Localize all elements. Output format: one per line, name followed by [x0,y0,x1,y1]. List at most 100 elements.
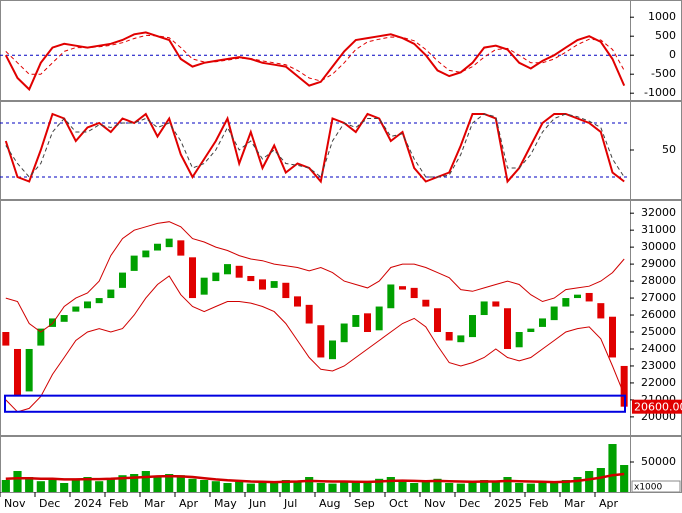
y-tick-label: 25000 [641,325,676,338]
panel-frame [0,200,682,436]
x-tick-label: Sep [354,497,375,510]
candle [352,315,360,327]
candle [165,238,173,248]
x-tick-label: Mar [144,497,165,510]
candle [504,308,511,349]
candle [574,294,581,299]
volume-bar [235,481,244,492]
x-tick-label: Dec [39,497,60,510]
volume-bar [118,475,127,492]
volume-bar [153,477,162,492]
series-line [5,34,625,82]
candle [539,318,546,327]
candle [329,340,336,360]
candle [177,240,185,256]
y-tick-label: 26000 [641,308,676,321]
y-tick-label: 23000 [641,359,676,372]
x-tick-label: Nov [4,497,26,510]
volume-bar [480,480,489,492]
volume-bar [445,483,454,492]
candle [375,306,383,331]
volume-bar [398,480,407,492]
x-tick-label: Dec [459,497,480,510]
y-tick-label: -500 [651,67,676,80]
series-line [4,31,626,92]
candle [597,303,605,319]
volume-bar [130,474,139,492]
x-tick-label: Oct [389,497,409,510]
candle [469,315,476,338]
volume-bar [561,480,570,492]
series-line [5,275,625,413]
last-price-label: 20600.00 [634,401,682,414]
x-tick-label: Jul [283,497,297,510]
x-tick-label: Jun [248,497,266,510]
volume-bar [71,480,80,492]
volume-bar [550,483,559,492]
y-tick-label: 22000 [641,376,676,389]
candle [270,281,278,288]
unit-label: x1000 [634,483,663,493]
candle [154,243,161,251]
series-line [4,112,625,184]
volume-bar [223,483,232,492]
candle [37,328,45,346]
highlight-box [4,394,626,413]
volume-bar [526,483,535,492]
candle [107,289,115,299]
y-tick-label: 24000 [641,342,676,355]
candle [410,287,418,299]
candle [212,272,220,282]
volume-bar [106,478,115,492]
volume-bar [25,477,34,492]
volume-bar [573,477,582,492]
candle [434,308,441,333]
volume-bar [258,482,267,492]
volume-bar [538,482,547,492]
series-line [5,221,625,333]
candle [422,299,430,307]
candle [457,335,465,343]
candle [305,304,313,324]
x-tick-label: Feb [529,497,548,510]
volume-bar [83,477,92,492]
x-tick-label: Aug [319,497,340,510]
volume-bar [503,477,512,492]
volume-bar [491,481,500,492]
candle [130,255,138,271]
volume-bar [211,481,220,492]
candle [84,301,91,309]
x-tick-label: Apr [179,497,199,510]
volume-bar [60,483,69,492]
candle [480,301,488,316]
y-tick-label: 50000 [641,455,676,468]
candle [585,292,593,302]
volume-bar [468,482,477,492]
candle [282,282,290,299]
y-tick-label: 31000 [641,223,676,236]
volume-bar [363,483,372,492]
x-tick-label: Feb [109,497,128,510]
candle [259,279,266,290]
y-tick-label: 50 [662,143,676,156]
volume-bar [515,483,524,492]
candle [235,265,243,278]
candle [294,296,301,307]
candle [247,275,255,282]
candle [224,264,231,275]
y-tick-label: 1000 [648,10,676,23]
y-tick-label: 28000 [641,274,676,287]
candle [609,316,616,358]
volume-bar [176,475,185,492]
volume-bar [340,481,349,492]
x-tick-label: May [214,497,237,510]
candle [620,365,628,407]
series-line [5,472,625,484]
volume-bar [351,482,360,492]
x-tick-label: 2025 [494,497,522,510]
volume-bar [141,471,150,492]
volume-bar [188,478,197,492]
series-line [5,113,625,178]
panel-frame [0,0,682,101]
volume-bar [48,478,57,492]
